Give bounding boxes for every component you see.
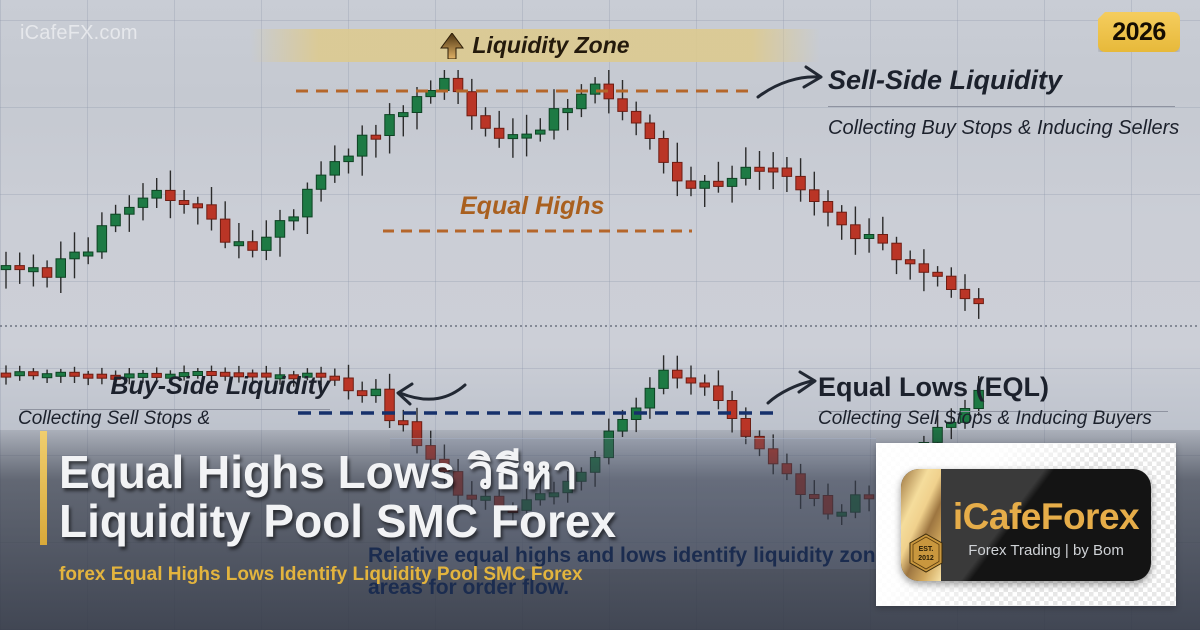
svg-text:2012: 2012 — [918, 555, 934, 562]
svg-text:EST.: EST. — [919, 546, 934, 553]
